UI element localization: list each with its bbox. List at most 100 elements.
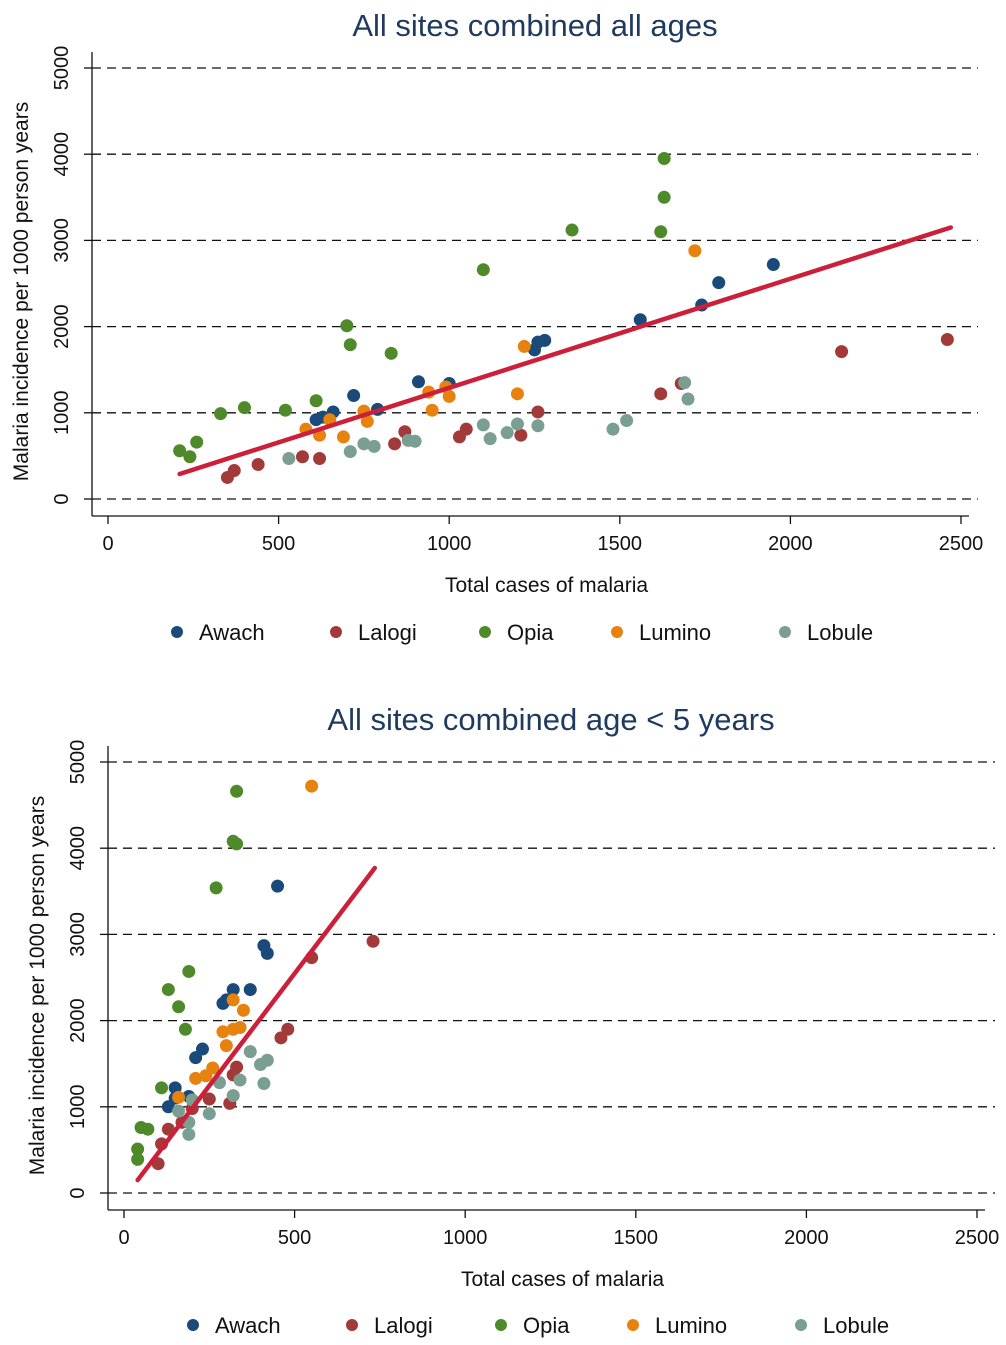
legend-marker-lobule <box>795 1319 807 1331</box>
data-point <box>202 1107 216 1121</box>
data-point <box>271 879 285 893</box>
data-point <box>226 1089 240 1103</box>
legend-label-lobule: Lobule <box>823 1313 889 1338</box>
y-tick-label: 3000 <box>67 912 89 957</box>
data-point <box>183 450 197 464</box>
x-tick-label: 1000 <box>427 533 472 555</box>
data-point <box>654 387 668 401</box>
data-point <box>282 451 296 465</box>
fit-line <box>177 225 954 477</box>
data-point <box>514 428 528 442</box>
x-tick-label: 0 <box>118 1227 129 1249</box>
data-point <box>182 1127 196 1141</box>
data-point <box>236 1003 250 1017</box>
data-point <box>483 432 497 446</box>
legend-label-awach: Awach <box>199 620 265 645</box>
data-point <box>476 418 490 432</box>
data-point <box>340 319 354 333</box>
data-point <box>367 439 381 453</box>
legend-marker-opia <box>495 1319 507 1331</box>
data-point <box>233 1073 247 1087</box>
data-point <box>182 964 196 978</box>
legend: Awach Lalogi Opia Lumino Lobule <box>187 1313 889 1338</box>
data-point <box>657 152 671 166</box>
legend-marker-lobule <box>779 626 791 638</box>
series-awach <box>309 258 780 427</box>
data-point <box>411 375 425 389</box>
data-point <box>510 417 524 431</box>
data-point <box>226 993 240 1007</box>
series-lumino <box>172 779 319 1104</box>
y-tick-label: 0 <box>67 1187 89 1198</box>
data-point <box>476 263 490 277</box>
data-point <box>654 225 668 239</box>
data-point <box>309 394 323 408</box>
data-point <box>209 881 223 895</box>
y-tick-label: 4000 <box>67 826 89 871</box>
data-point <box>313 451 327 465</box>
y-tick-label: 2000 <box>51 304 73 349</box>
x-tick-label: 500 <box>262 533 295 555</box>
data-point <box>500 426 514 440</box>
data-point <box>357 437 371 451</box>
data-point <box>243 983 257 997</box>
legend-label-lalogi: Lalogi <box>358 620 417 645</box>
data-point <box>251 458 265 472</box>
data-point <box>940 333 954 347</box>
data-point <box>343 445 357 459</box>
data-point <box>517 339 531 353</box>
x-tick-label: 2500 <box>939 533 984 555</box>
data-point <box>408 434 422 448</box>
data-point <box>172 1104 186 1118</box>
data-point <box>233 1020 247 1034</box>
data-point <box>278 403 292 417</box>
series-lumino <box>299 244 702 444</box>
data-point <box>195 1042 209 1056</box>
y-tick-label: 1000 <box>67 1085 89 1130</box>
data-point <box>230 784 244 798</box>
legend-marker-opia <box>479 626 491 638</box>
data-point <box>633 313 647 327</box>
data-point <box>141 1122 155 1136</box>
data-point <box>206 1061 220 1075</box>
x-tick-label: 1000 <box>443 1227 488 1249</box>
data-point <box>131 1152 145 1166</box>
data-point <box>260 946 274 960</box>
data-point <box>531 405 545 419</box>
data-point <box>227 464 241 478</box>
data-point <box>131 1142 145 1156</box>
data-point <box>161 983 175 997</box>
data-point <box>172 1090 186 1104</box>
x-axis-title: Total cases of malaria <box>445 574 648 597</box>
data-point <box>657 190 671 204</box>
data-point <box>510 387 524 401</box>
data-point <box>219 1039 233 1053</box>
data-point <box>260 1053 274 1067</box>
legend-label-opia: Opia <box>507 620 554 645</box>
data-point <box>189 1071 203 1085</box>
legend-marker-awach <box>187 1319 199 1331</box>
x-axis-title: Total cases of malaria <box>461 1268 664 1291</box>
legend-marker-lalogi <box>346 1319 358 1331</box>
legend-label-opia: Opia <box>523 1313 570 1338</box>
data-point <box>766 258 780 272</box>
data-point <box>178 1022 192 1036</box>
data-point <box>230 1060 244 1074</box>
x-tick-label: 2500 <box>955 1227 1000 1249</box>
data-point <box>305 779 319 793</box>
x-tick-label: 1500 <box>598 533 643 555</box>
data-point <box>565 223 579 237</box>
fit-line <box>135 865 378 1183</box>
x-tick-label: 1500 <box>614 1227 659 1249</box>
data-point <box>202 1092 216 1106</box>
data-point <box>681 392 695 406</box>
series-lobule <box>282 376 695 465</box>
y-tick-label: 0 <box>51 493 73 504</box>
data-point <box>257 1077 271 1091</box>
data-point <box>190 435 204 449</box>
legend-marker-lumino <box>611 626 623 638</box>
data-point <box>442 389 456 403</box>
data-point <box>281 1022 295 1036</box>
